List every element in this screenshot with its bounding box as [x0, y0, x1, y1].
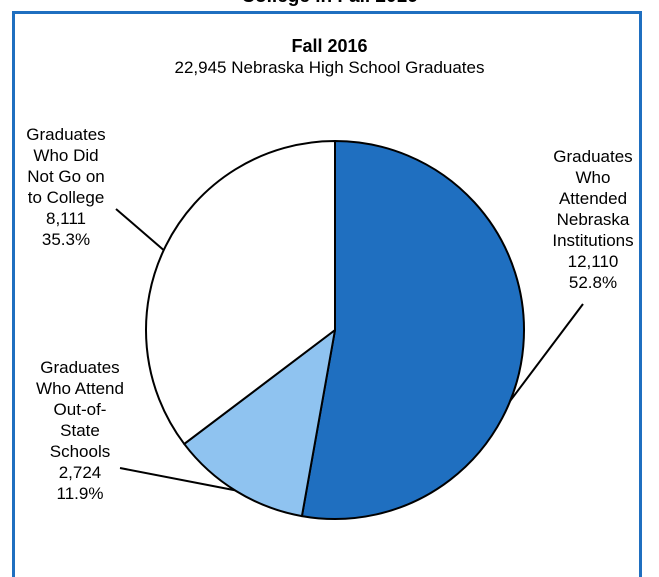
slice-label-line: Nebraska: [556, 210, 630, 229]
chart-title: Fall 2016: [291, 36, 368, 56]
slice-count: 2,724: [58, 463, 102, 482]
slice-label-line: Out-of-: [53, 400, 107, 419]
slice-label-out-of-state: Graduates Who Attend Out-of- State Schoo…: [14, 357, 146, 504]
slice-percent: 35.3%: [41, 230, 91, 249]
slice-label-line: Attended: [558, 189, 628, 208]
slice-label-line: Who Did: [33, 146, 99, 165]
leader-line-out-of-state: [119, 467, 236, 492]
slice-count: 12,110: [567, 252, 619, 271]
pie-slice-out-of-state: [183, 329, 336, 518]
slice-label-nebraska: Graduates Who Attended Nebraska Institut…: [548, 146, 638, 293]
slice-label-line: Graduates: [26, 125, 106, 144]
slice-percent: 52.8%: [568, 273, 618, 292]
slice-label-line: Who Attend: [36, 379, 124, 398]
slice-label-line: Graduates: [553, 147, 633, 166]
slice-percent: 11.9%: [56, 484, 104, 503]
slice-label-line: Who: [575, 168, 611, 187]
cut-off-page-title: College in Fall 2016: [0, 0, 659, 8]
pie-slice-nebraska: [300, 140, 525, 520]
slice-label-line: to College: [27, 188, 105, 207]
leader-line-nebraska: [509, 303, 584, 402]
slice-label-line: Institutions: [552, 231, 634, 250]
slice-label-line: Schools: [49, 442, 111, 461]
slice-count: 8,111: [45, 209, 87, 228]
chart-subtitle: 22,945 Nebraska High School Graduates: [174, 58, 485, 77]
slice-label-line: Not Go on: [27, 167, 105, 186]
leader-line-no-college: [115, 208, 165, 251]
slice-label-no-college: Graduates Who Did Not Go on to College 8…: [10, 124, 122, 250]
slice-label-line: State: [60, 421, 100, 440]
pie-slice-no-college: [145, 140, 336, 445]
slice-label-line: Graduates: [40, 358, 120, 377]
